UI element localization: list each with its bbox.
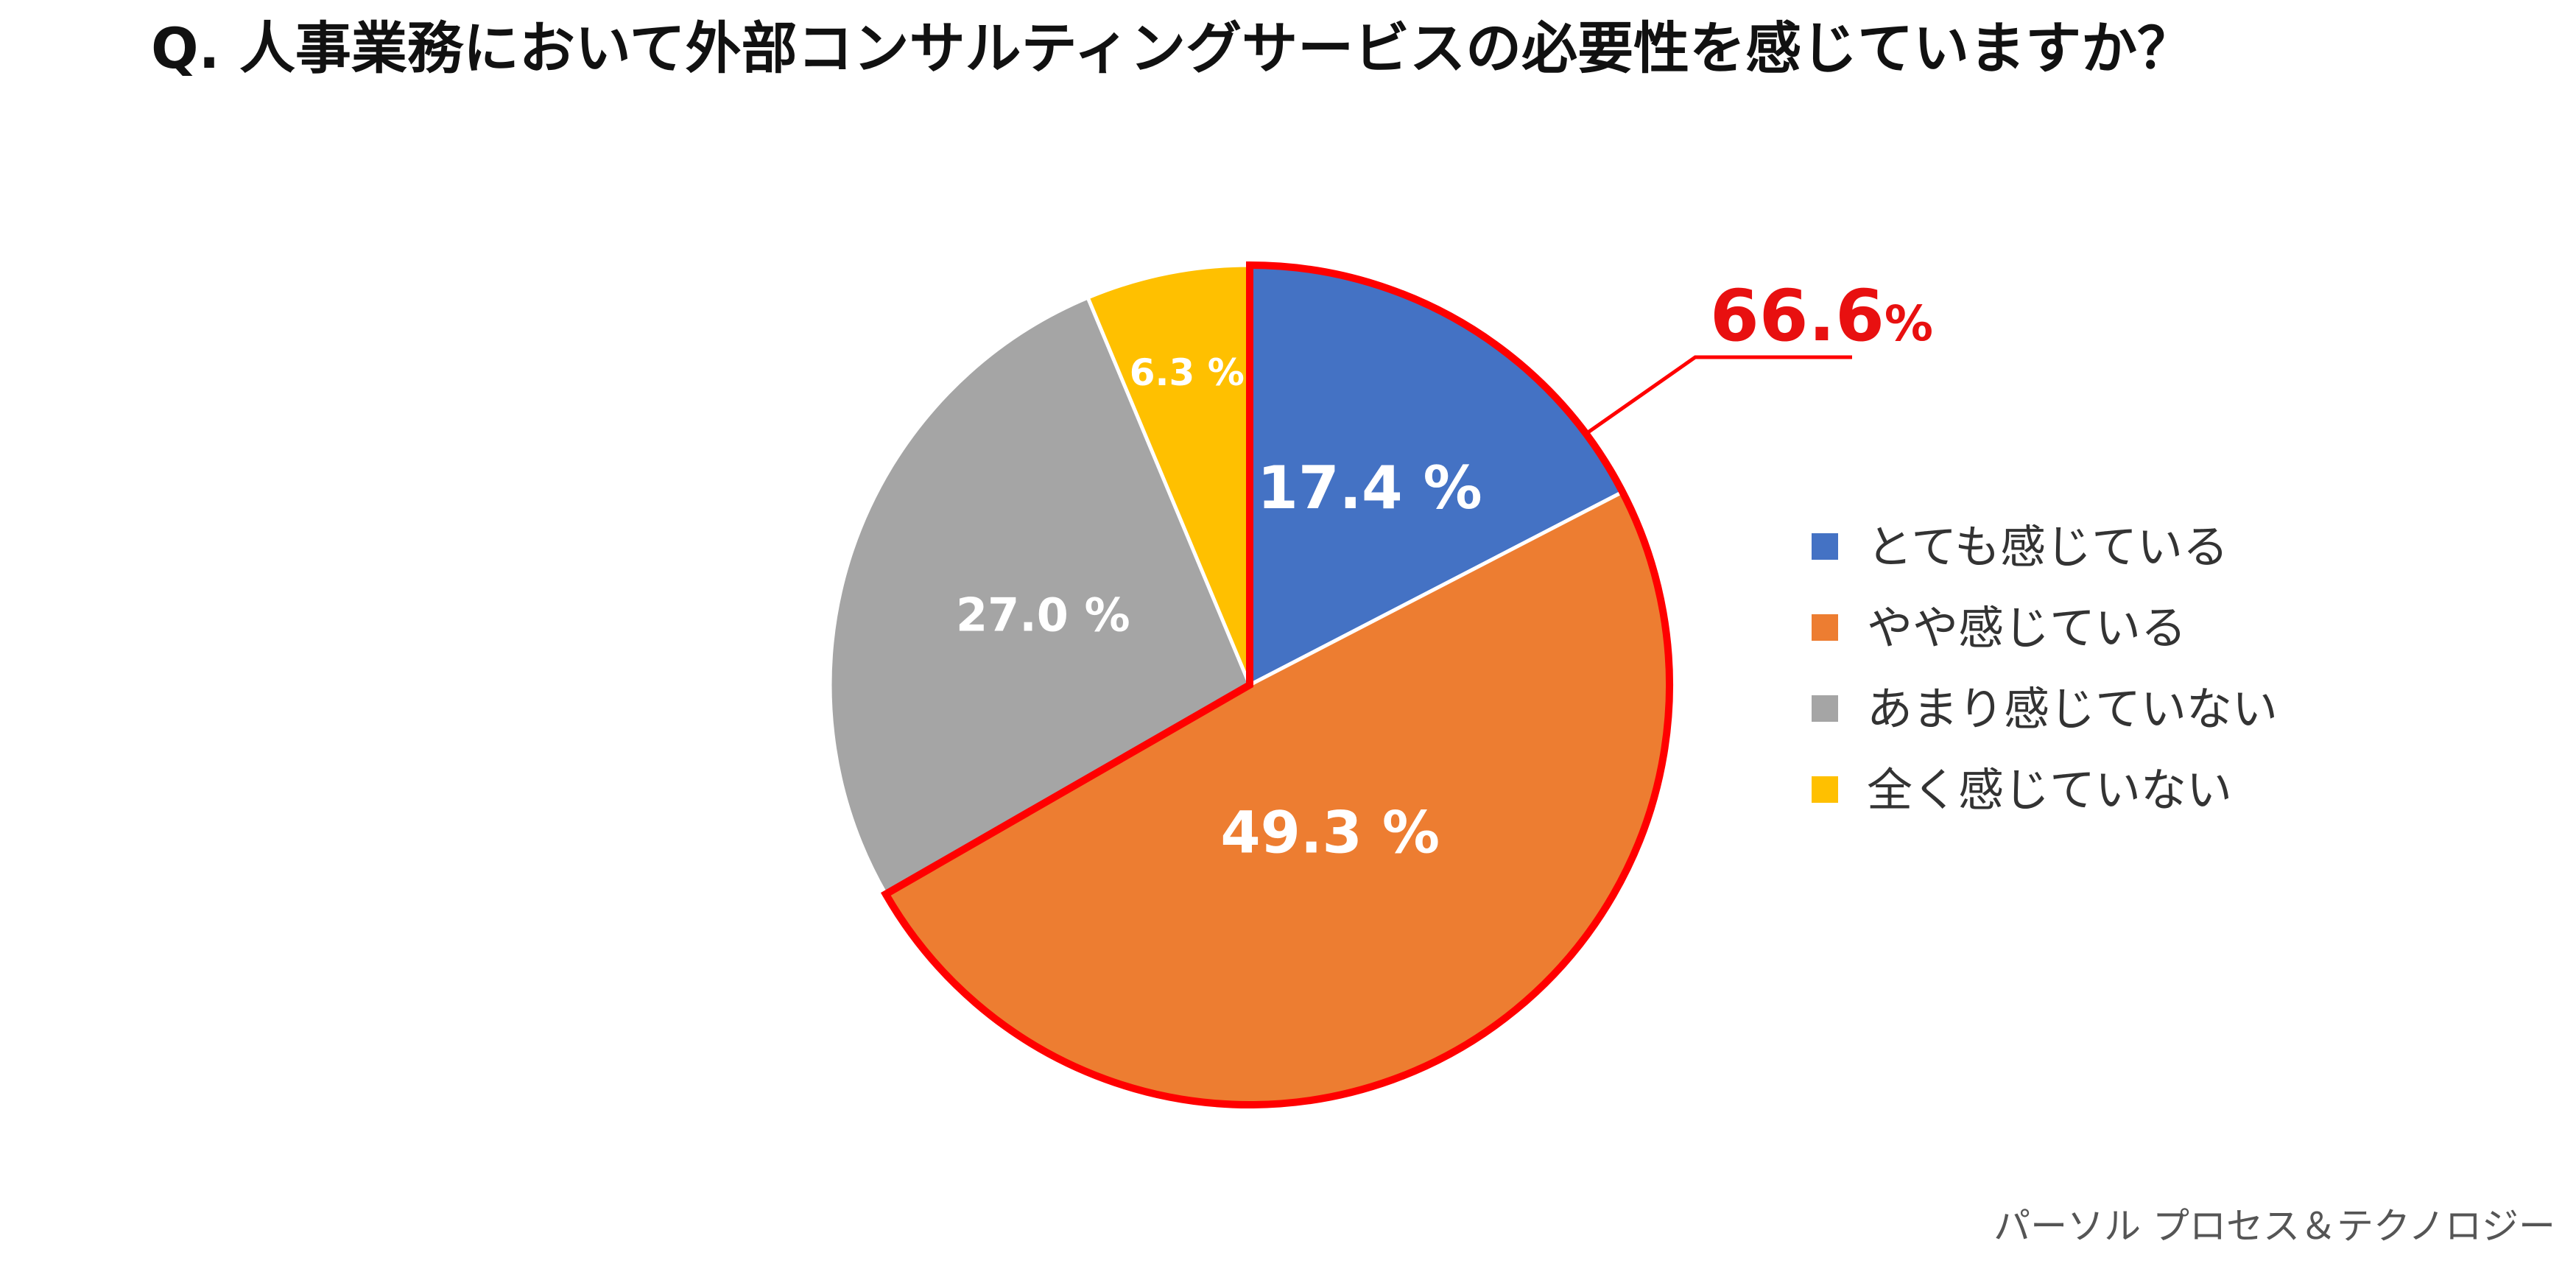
chart-title: Q. 人事業務において外部コンサルティングサービスの必要性を感じていますか？ [151,15,2193,81]
callout-leader-line [1585,355,1852,435]
highlight-outline [880,261,1673,1108]
legend-label: やや感じている [1867,601,2186,655]
slice-value-label: 49.3 % [1220,800,1440,866]
pie-slice [1085,263,1252,686]
legend-label: とても感じている [1867,520,2228,574]
legend-label: 全く感じていない [1867,763,2232,817]
pie-slice-labels: 17.4 % 49.3 % 27.0 % 6.3 % [956,351,1482,867]
legend-swatch [1812,533,1838,560]
legend-swatch [1812,614,1838,641]
source-credit: パーソル プロセス＆テクノロジー [1993,1205,2555,1248]
slice-value-label: 17.4 % [1257,454,1482,522]
legend-label: あまり感じていない [1867,682,2278,736]
legend-swatch [1812,695,1838,722]
slice-value-label: 27.0 % [956,588,1130,642]
callout-value: 66.6% [1710,275,1933,357]
legend-swatch [1812,776,1838,803]
slice-value-label: 6.3 % [1130,351,1245,394]
